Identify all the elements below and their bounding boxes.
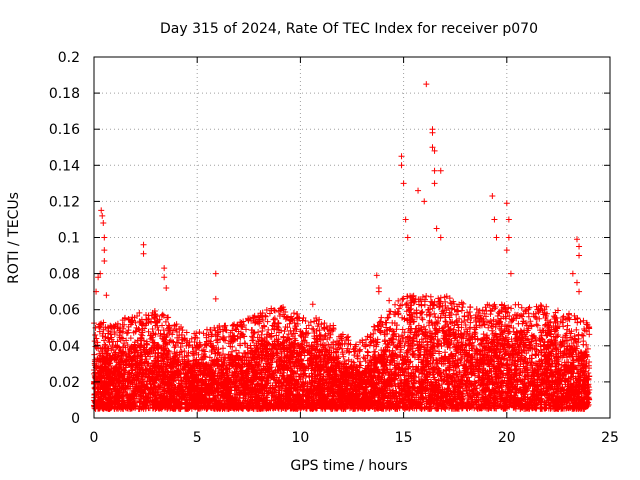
roti-point-39	[505, 216, 512, 223]
roti-point-29	[431, 180, 438, 187]
x-tick-label-0: 0	[90, 430, 99, 446]
y-tick-label-2: 0.04	[49, 339, 80, 355]
x-axis-label: GPS time / hours	[290, 458, 407, 474]
roti-point-51	[375, 288, 382, 295]
roti-point-4	[99, 212, 106, 219]
roti-point-36	[491, 216, 498, 223]
data-points	[91, 81, 593, 412]
y-tick-label-5: 0.1	[58, 231, 80, 247]
roti-point-6	[101, 234, 108, 241]
roti-point-37	[493, 234, 500, 241]
roti-point-52	[386, 297, 393, 304]
roti-point-23	[423, 81, 430, 88]
roti-point-34	[437, 234, 444, 241]
chart-title: Day 315 of 2024, Rate Of TEC Index for r…	[160, 21, 538, 37]
roti-point-12	[161, 265, 168, 272]
roti-point-40	[505, 234, 512, 241]
roti-point-3	[98, 207, 105, 214]
roti-point-26	[429, 144, 436, 151]
roti-point-22	[404, 234, 411, 241]
y-tick-label-3: 0.06	[49, 303, 80, 319]
roti-point-35	[489, 192, 496, 199]
y-tick-label-6: 0.12	[49, 194, 80, 210]
x-tick-label-1: 5	[193, 430, 202, 446]
y-tick-label-1: 0.02	[49, 375, 80, 391]
roti-point-48	[576, 288, 583, 295]
roti-point-27	[431, 147, 438, 154]
roti-point-17	[309, 301, 316, 308]
roti-point-53	[334, 360, 341, 367]
roti-point-9	[103, 292, 110, 299]
roti-point-42	[507, 270, 514, 277]
y-axis-label: ROTI / TECUs	[6, 192, 22, 284]
x-tick-label-3: 15	[395, 430, 413, 446]
roti-point-32	[421, 198, 428, 205]
roti-point-15	[212, 270, 219, 277]
roti-point-5	[100, 220, 107, 227]
roti-point-13	[161, 274, 168, 281]
y-tick-label-7: 0.14	[49, 158, 80, 174]
roti-point-cloud	[91, 292, 593, 412]
roti-point-43	[573, 236, 580, 243]
roti-point-18	[398, 153, 405, 160]
roti-point-46	[569, 270, 576, 277]
roti-point-38	[503, 200, 510, 207]
roti-point-31	[415, 187, 422, 194]
roti-point-20	[400, 180, 407, 187]
roti-point-7	[101, 247, 108, 254]
roti-point-47	[573, 279, 580, 286]
y-tick-label-4: 0.08	[49, 267, 80, 283]
roti-point-8	[101, 257, 108, 264]
x-tick-label-4: 20	[498, 430, 516, 446]
roti-point-44	[576, 243, 583, 250]
x-tick-label-5: 25	[601, 430, 619, 446]
y-tick-label-10: 0.2	[58, 50, 80, 66]
roti-point-21	[402, 216, 409, 223]
roti-point-1	[95, 274, 102, 281]
roti-point-54	[349, 364, 355, 371]
roti-point-30	[437, 167, 444, 174]
y-tick-label-0: 0	[71, 411, 80, 427]
roti-point-16	[212, 295, 219, 302]
axes	[93, 56, 611, 419]
roti-point-41	[503, 247, 510, 254]
roti-point-10	[140, 241, 147, 248]
roti-point-19	[398, 162, 405, 169]
roti-point-14	[163, 285, 170, 292]
y-tick-label-9: 0.18	[49, 86, 80, 102]
roti-point-33	[433, 225, 440, 232]
roti-point-11	[140, 250, 147, 257]
y-tick-label-8: 0.16	[49, 122, 80, 138]
tick-labels: 0 5 10 15 20 25 0 0.02 0.04 0.06 0.08 0.1 0.12 0.14 0.…	[49, 50, 619, 446]
roti-point-28	[431, 167, 438, 174]
x-tick-label-2: 10	[291, 430, 309, 446]
roti-point-45	[576, 252, 583, 259]
roti-point-25	[429, 129, 436, 136]
roti-point-49	[373, 272, 380, 279]
